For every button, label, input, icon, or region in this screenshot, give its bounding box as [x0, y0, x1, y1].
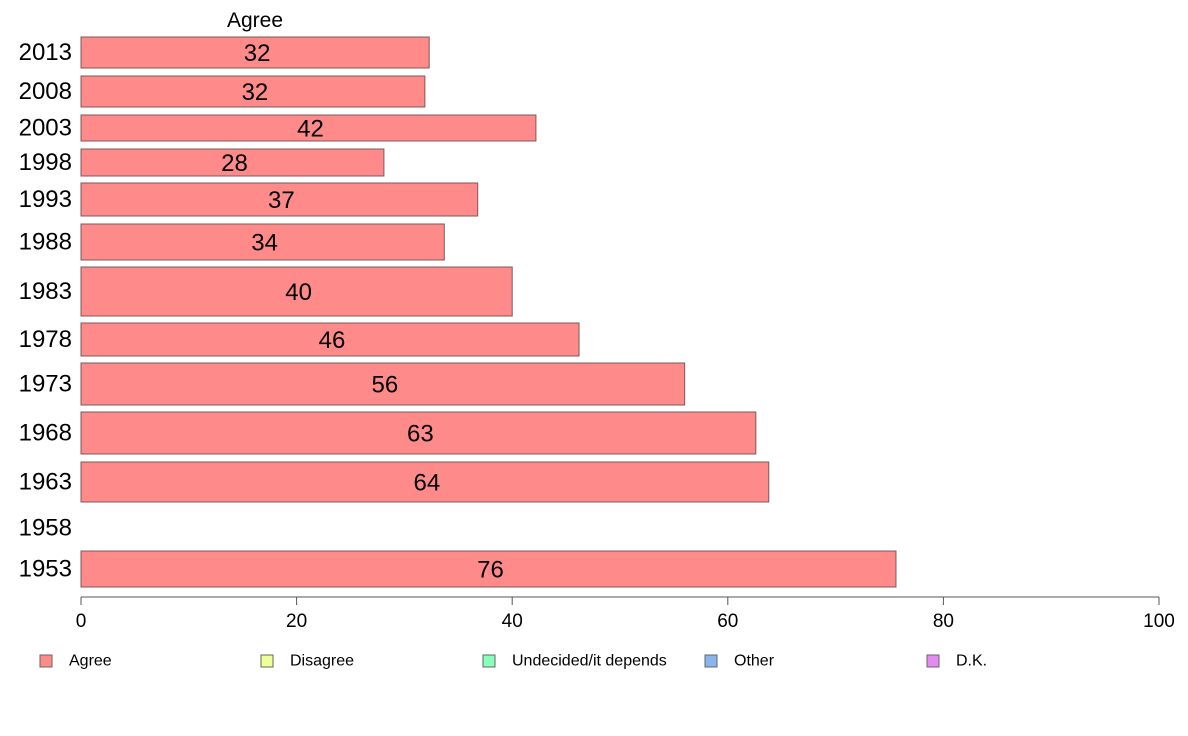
series-header: Agree — [227, 9, 283, 32]
bar — [80, 75, 426, 108]
legend-label: Agree — [69, 653, 112, 670]
y-tick-label: 1953 — [19, 556, 72, 583]
y-tick-label: 1993 — [19, 186, 72, 213]
legend-swatch — [39, 654, 53, 668]
bar — [80, 411, 757, 455]
y-tick-label: 1978 — [19, 326, 72, 353]
legend-swatch — [926, 654, 940, 668]
x-axis-ticks: 0 20 40 60 80 100 — [76, 597, 1175, 632]
bar-value-label: 28 — [221, 150, 248, 177]
bar-value-label: 40 — [285, 279, 312, 306]
bar-value-label: 64 — [414, 470, 441, 497]
bars-group — [80, 36, 897, 588]
y-tick-label: 1958 — [19, 515, 72, 542]
y-tick-label: 2003 — [19, 115, 72, 142]
bar-value-label: 76 — [477, 557, 504, 584]
bar-value-label: 56 — [371, 372, 398, 399]
x-tick-label: 40 — [502, 611, 523, 632]
legend-label: Undecided/it depends — [512, 653, 667, 670]
y-tick-label: 2013 — [19, 39, 72, 66]
y-tick-label: 1998 — [19, 149, 72, 176]
bar — [80, 223, 445, 261]
legend-label: Disagree — [290, 653, 354, 670]
x-tick-label: 100 — [1143, 611, 1175, 632]
bar — [80, 322, 580, 357]
legend-label: D.K. — [956, 653, 987, 670]
bar — [80, 362, 686, 406]
legend-label: Other — [734, 653, 775, 670]
legend: Agree Disagree Undecided/it depends Other D.… — [39, 653, 987, 670]
value-labels: 32 32 42 28 37 34 40 46 56 63 64 76 — [221, 40, 504, 584]
bar-value-label: 42 — [297, 116, 324, 143]
legend-swatch — [260, 654, 274, 668]
bar — [80, 550, 897, 588]
bar — [80, 114, 537, 142]
y-tick-label: 1963 — [19, 469, 72, 496]
bar-value-label: 32 — [242, 79, 269, 106]
x-tick-label: 0 — [76, 611, 87, 632]
bar-value-label: 46 — [319, 327, 346, 354]
bar-value-label: 32 — [244, 40, 271, 67]
bar — [80, 182, 479, 217]
x-tick-label: 60 — [717, 611, 738, 632]
legend-swatch — [482, 654, 496, 668]
y-tick-label: 1988 — [19, 229, 72, 256]
bar-value-label: 37 — [268, 187, 295, 214]
x-tick-label: 80 — [933, 611, 954, 632]
bar — [80, 148, 385, 177]
bar — [80, 461, 770, 503]
y-tick-label: 1968 — [19, 420, 72, 447]
bar — [80, 36, 430, 69]
y-axis-labels: 2013 2008 2003 1998 1993 1988 1983 1978 1973 1968… — [19, 39, 72, 583]
y-tick-label: 2008 — [19, 78, 72, 105]
y-tick-label: 1983 — [19, 278, 72, 305]
x-tick-label: 20 — [286, 611, 307, 632]
bar-value-label: 34 — [251, 230, 278, 257]
y-tick-label: 1973 — [19, 371, 72, 398]
bar-value-label: 63 — [407, 421, 434, 448]
bar — [80, 266, 513, 317]
legend-swatch — [704, 654, 718, 668]
